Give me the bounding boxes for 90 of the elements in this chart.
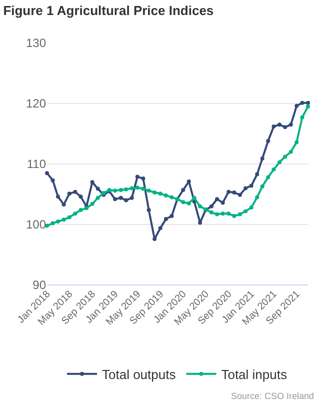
legend-label: Total inputs [221, 366, 288, 382]
point [220, 212, 225, 216]
point [283, 154, 288, 159]
point [277, 160, 282, 164]
point [220, 200, 225, 205]
point [141, 176, 146, 181]
point [45, 171, 49, 176]
point [73, 212, 78, 216]
point [56, 219, 60, 224]
point [260, 156, 264, 161]
point [272, 124, 276, 128]
point [198, 220, 202, 225]
point [135, 174, 140, 179]
point [50, 221, 55, 226]
point [209, 210, 214, 214]
point [186, 180, 191, 184]
point [294, 140, 299, 144]
point [113, 197, 118, 202]
point [181, 200, 186, 204]
point [226, 212, 231, 216]
point [226, 190, 231, 194]
point [215, 212, 220, 216]
point [294, 104, 299, 108]
y-tick-label: 130 [26, 36, 46, 50]
point [215, 197, 220, 202]
point [255, 195, 260, 200]
point [288, 150, 293, 154]
point [272, 167, 276, 172]
point [118, 188, 123, 192]
point [130, 186, 134, 190]
chart-title: Figure 1 Agricultural Price Indices [3, 3, 214, 18]
point [277, 122, 282, 127]
point [141, 186, 146, 191]
point [130, 196, 134, 200]
point [124, 198, 128, 202]
point [158, 192, 162, 196]
y-tick-label: 100 [26, 218, 46, 232]
point [124, 187, 128, 192]
point [146, 188, 151, 193]
point [170, 195, 174, 200]
point [266, 175, 270, 180]
y-tick-label: 120 [26, 96, 46, 111]
point [118, 196, 123, 200]
point [62, 218, 66, 222]
point [306, 104, 310, 109]
point [135, 186, 140, 190]
point [255, 172, 260, 176]
point [164, 217, 168, 222]
point [300, 100, 304, 105]
point [238, 192, 242, 197]
point [198, 204, 202, 208]
point [170, 214, 174, 218]
point [152, 237, 157, 242]
point [260, 184, 264, 188]
point [192, 196, 196, 200]
point [209, 204, 214, 208]
point [300, 115, 304, 120]
point [90, 180, 94, 184]
point [244, 209, 248, 214]
point [152, 190, 157, 194]
point [306, 100, 310, 105]
point [288, 122, 293, 127]
point [232, 214, 236, 218]
point [232, 190, 236, 194]
point [67, 192, 72, 196]
point [158, 226, 162, 230]
point [90, 202, 94, 206]
point [62, 202, 66, 207]
point [164, 193, 168, 198]
point [113, 188, 118, 193]
point [96, 196, 100, 200]
point [50, 178, 55, 182]
point [56, 194, 60, 199]
y-tick-label: 110 [26, 157, 46, 172]
point [266, 139, 270, 144]
point [78, 194, 83, 199]
point [249, 184, 254, 188]
point [249, 206, 254, 210]
point [78, 208, 83, 212]
point [146, 208, 151, 212]
point [67, 215, 72, 220]
point [181, 188, 186, 192]
point [238, 212, 242, 216]
point [73, 190, 78, 194]
point [283, 125, 288, 130]
point [186, 201, 191, 206]
legend-label: Total outputs [102, 366, 176, 382]
point [96, 186, 100, 191]
source-note: Source: CSO Ireland [231, 391, 314, 400]
point [244, 186, 248, 190]
